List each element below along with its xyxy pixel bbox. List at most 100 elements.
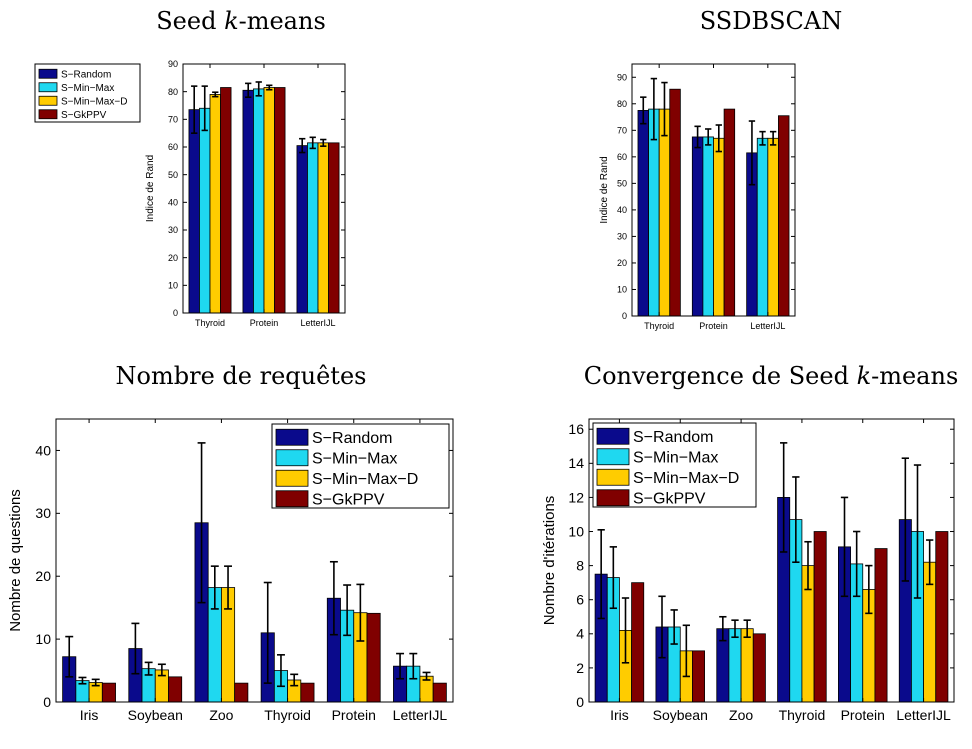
chart-panel-4: Convergence de Seed k-means Nombre d'itér…	[541, 362, 958, 723]
y-tick-label: 40	[168, 197, 178, 207]
y-tick-label: 30	[617, 232, 627, 242]
bar-protein-4	[723, 108, 736, 317]
error-bar-zoo-1	[719, 615, 727, 642]
legend-label: S−Min−Max	[312, 451, 397, 468]
bar-letterijl-4	[432, 682, 447, 703]
legend-swatch	[275, 490, 309, 508]
chart-panel-2: SSDBSCAN Indice de Rand Thyroid Protein Lett…	[599, 7, 842, 331]
legend-swatch	[596, 468, 630, 486]
error-bar-thyroid-2	[201, 85, 208, 132]
error-bar-letterijl-2	[759, 130, 766, 146]
error-bar-iris-3	[621, 597, 630, 664]
error-bar-soybean-3	[157, 663, 166, 677]
y-tick-label: 70	[168, 114, 178, 124]
error-bar-letterijl-2	[309, 136, 316, 150]
legend-swatch	[596, 448, 630, 466]
error-bar-protein-2	[255, 81, 262, 97]
legend-label: S−Random	[312, 430, 393, 447]
x-tick-label: LetterIJL	[896, 707, 951, 723]
x-tick-label: Zoo	[729, 707, 753, 723]
bar-thyroid-4	[220, 87, 232, 314]
bar-iris-4	[631, 582, 645, 703]
bar-protein-4	[274, 87, 286, 314]
chart-title: Convergence de Seed k-means	[584, 362, 959, 390]
bar-soybean-4	[168, 676, 183, 703]
bar-letterijl-1	[296, 145, 308, 314]
plot-frame	[55, 418, 454, 703]
error-bar-letterijl-1	[748, 120, 756, 186]
bar-thyroid-3	[209, 94, 221, 314]
x-tick-label: Soybean	[128, 707, 183, 723]
error-bar-soybean-3	[682, 624, 690, 678]
y-tick-label: 0	[173, 308, 178, 318]
error-bar-protein-3	[266, 84, 273, 91]
error-bar-protein-3	[715, 124, 722, 153]
x-tick-label: Iris	[80, 707, 99, 723]
error-bar-letterijl-1	[299, 137, 306, 154]
legend-label: S−Min−Max−D	[312, 471, 418, 488]
bar-thyroid-1	[188, 109, 200, 314]
bar-thyroid-3	[658, 108, 671, 317]
bar-thyroid-4	[669, 88, 681, 317]
legend-label: S−Random	[633, 429, 714, 446]
error-bar-thyroid-3	[804, 540, 812, 591]
bar-protein-4	[366, 612, 381, 703]
y-tick-label: 16	[568, 421, 584, 437]
error-bar-iris-1	[65, 635, 74, 678]
error-bar-protein-2	[705, 128, 712, 146]
x-tick-label: LetterIJL	[750, 321, 785, 331]
bar-protein-2	[702, 136, 714, 317]
y-tick-label: 0	[576, 694, 584, 710]
error-bar-thyroid-1	[780, 442, 788, 553]
legend-label: S−Min−Max	[61, 83, 114, 94]
plot-frame	[631, 63, 796, 317]
x-tick-label: Protein	[699, 321, 728, 331]
y-tick-label: 40	[35, 442, 51, 458]
legend-swatch	[38, 82, 58, 93]
bar-letterijl-3	[767, 137, 779, 317]
error-bar-protein-1	[840, 496, 849, 598]
error-bar-protein-3	[865, 564, 873, 615]
bars	[637, 77, 790, 317]
x-tick-label: Protein	[250, 318, 279, 328]
chart-title: Nombre de requêtes	[116, 362, 367, 390]
plot-frame	[588, 418, 955, 703]
bars	[594, 442, 949, 703]
error-bar-zoo-3	[743, 619, 751, 639]
y-tick-label: 14	[568, 455, 584, 471]
error-bar-letterijl-3	[769, 130, 777, 146]
error-bar-protein-2	[343, 584, 352, 637]
legend-swatch	[275, 428, 309, 446]
x-tick-label: LetterIJL	[393, 707, 448, 723]
error-bar-letterijl-1	[901, 457, 909, 582]
y-tick-label: 90	[617, 72, 627, 82]
x-tick-label: Thyroid	[264, 707, 311, 723]
y-axis-label: Nombre de questions	[7, 489, 24, 632]
bar-protein-1	[691, 136, 704, 317]
bar-protein-1	[242, 89, 254, 314]
y-tick-label: 50	[168, 170, 178, 180]
chart-panel-1: Seed k-means Indice de Rand Thyroid Protein…	[34, 7, 346, 328]
y-axis-label: Indice de Rand	[599, 156, 610, 223]
legend-label: S−GkPPV	[61, 110, 107, 121]
y-tick-label: 8	[576, 558, 584, 574]
bar-soybean-4	[692, 650, 705, 703]
legend-swatch	[275, 469, 309, 487]
error-bar-iris-2	[78, 676, 87, 685]
error-bar-protein-3	[356, 583, 365, 642]
y-tick-label: 90	[168, 59, 178, 69]
y-axis-label: Nombre d'itérations	[541, 496, 558, 626]
plot-frame	[182, 63, 346, 314]
y-tick-label: 30	[168, 225, 178, 235]
y-tick-label: 20	[35, 568, 51, 584]
y-tick-label: 70	[617, 125, 627, 135]
y-tick-label: 10	[617, 285, 627, 295]
bar-letterijl-4	[778, 115, 790, 317]
error-bar-zoo-3	[224, 565, 233, 610]
x-tick-label: Thyroid	[779, 707, 826, 723]
error-bar-letterijl-1	[396, 652, 405, 680]
chart-title: SSDBSCAN	[700, 7, 842, 35]
x-tick-label: Thyroid	[644, 321, 674, 331]
legend-label: S−Random	[61, 69, 111, 80]
